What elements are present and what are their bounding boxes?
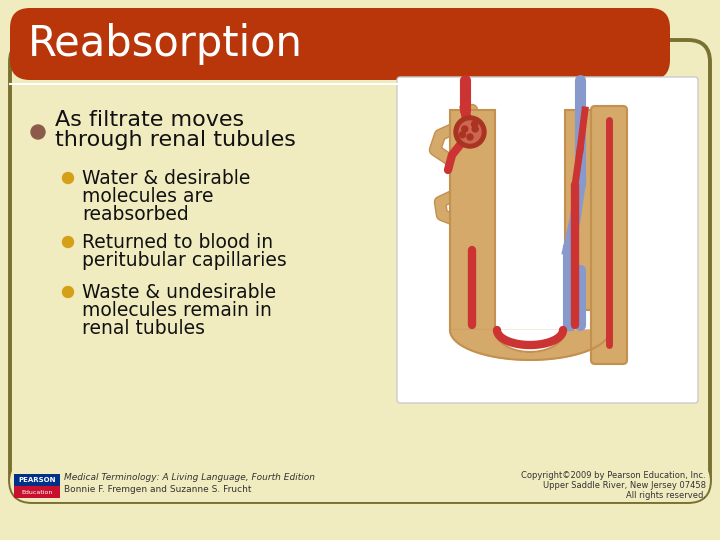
FancyBboxPatch shape — [14, 474, 60, 488]
FancyBboxPatch shape — [10, 460, 710, 502]
Circle shape — [63, 287, 73, 298]
Text: Reabsorption: Reabsorption — [28, 23, 303, 65]
FancyBboxPatch shape — [10, 8, 670, 80]
Circle shape — [467, 134, 473, 140]
FancyBboxPatch shape — [397, 77, 698, 403]
Circle shape — [462, 126, 468, 132]
Text: Medical Terminology: A Living Language, Fourth Edition: Medical Terminology: A Living Language, … — [64, 474, 315, 483]
FancyBboxPatch shape — [10, 40, 710, 502]
Text: Bonnie F. Fremgen and Suzanne S. Frucht: Bonnie F. Fremgen and Suzanne S. Frucht — [64, 485, 251, 495]
Circle shape — [459, 132, 466, 138]
Text: All rights reserved.: All rights reserved. — [626, 490, 706, 500]
Circle shape — [459, 121, 481, 143]
Text: renal tubules: renal tubules — [82, 319, 205, 338]
Polygon shape — [495, 330, 565, 352]
Text: Upper Saddle River, New Jersey 07458: Upper Saddle River, New Jersey 07458 — [543, 481, 706, 489]
Text: PEARSON: PEARSON — [18, 477, 55, 483]
Circle shape — [472, 121, 477, 127]
FancyBboxPatch shape — [450, 110, 495, 330]
Circle shape — [454, 116, 486, 148]
Text: peritubular capillaries: peritubular capillaries — [82, 251, 287, 269]
FancyBboxPatch shape — [591, 106, 627, 364]
Text: Copyright©2009 by Pearson Education, Inc.: Copyright©2009 by Pearson Education, Inc… — [521, 470, 706, 480]
Circle shape — [63, 172, 73, 184]
Text: molecules are: molecules are — [82, 186, 214, 206]
Circle shape — [472, 126, 478, 132]
Text: Education: Education — [22, 489, 53, 495]
Text: Waste & undesirable: Waste & undesirable — [82, 282, 276, 301]
Text: reabsorbed: reabsorbed — [82, 205, 189, 224]
Polygon shape — [450, 330, 610, 360]
Text: through renal tubules: through renal tubules — [55, 130, 296, 150]
FancyBboxPatch shape — [565, 110, 610, 310]
Text: molecules remain in: molecules remain in — [82, 300, 272, 320]
FancyBboxPatch shape — [14, 486, 60, 498]
Text: Water & desirable: Water & desirable — [82, 168, 251, 187]
Circle shape — [31, 125, 45, 139]
Text: As filtrate moves: As filtrate moves — [55, 110, 244, 130]
Text: Returned to blood in: Returned to blood in — [82, 233, 273, 252]
Circle shape — [63, 237, 73, 247]
